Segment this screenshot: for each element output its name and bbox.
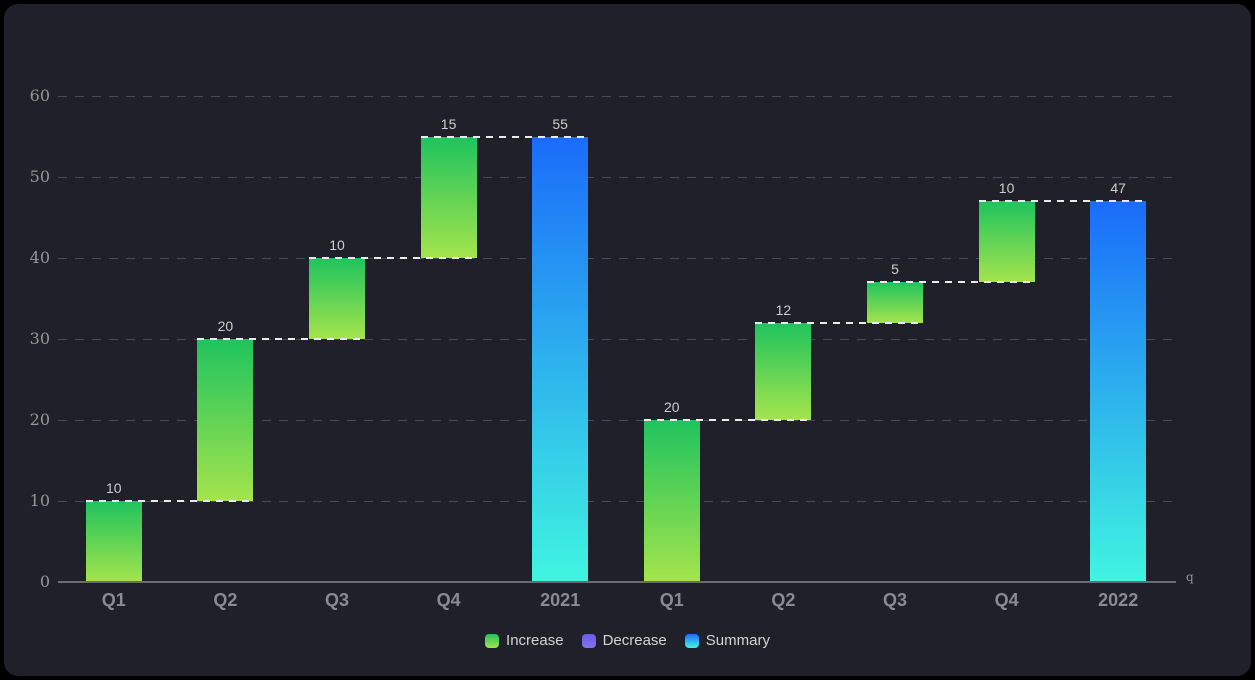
bar-q1-5[interactable] (643, 420, 700, 582)
category-label-q4-8: Q4 (994, 590, 1019, 610)
y-tick-label-50: 50 (29, 167, 50, 186)
bar-q1-0[interactable] (85, 501, 142, 582)
connector-line-7 (867, 281, 1035, 284)
value-label-q2-1: 20 (217, 318, 234, 334)
legend-item-decrease[interactable]: Decrease (581, 630, 667, 652)
bar-2021-4[interactable] (532, 136, 589, 582)
legend-label-decrease: Decrease (602, 632, 667, 649)
waterfall-chart: 10 20 10 15 55 20 12 5 10 47 q 0 10 20 30 40 50 60 Q1 Q2 Q… (4, 4, 1251, 676)
category-label-q3-2: Q3 (324, 590, 349, 610)
bar-q4-3[interactable] (420, 136, 477, 258)
value-label-q4-8: 10 (998, 180, 1015, 197)
connector-line-8 (978, 200, 1147, 203)
connector-line-0 (85, 500, 254, 502)
category-label-q2-1: Q2 (213, 590, 238, 610)
category-label-q2-6: Q2 (771, 590, 796, 610)
value-label-q3-7: 5 (891, 261, 899, 278)
bar-q3-7[interactable] (867, 282, 923, 323)
bar-q3-2[interactable] (309, 258, 365, 339)
legend-label-increase: Increase (506, 632, 564, 649)
value-label-q1-5: 20 (664, 399, 680, 415)
legend-swatch-increase-icon (485, 634, 500, 648)
connector-line-6 (755, 321, 923, 324)
value-label-q2-6: 12 (775, 301, 792, 318)
legend-item-summary[interactable]: Summary (684, 630, 770, 652)
bar-q2-1[interactable] (197, 339, 254, 501)
value-label-q3-2: 10 (329, 237, 345, 253)
connector-line-2 (309, 257, 477, 259)
legend: Increase Decrease Summary (4, 630, 1251, 652)
y-tick-label-20: 20 (29, 410, 50, 429)
category-label-q4-3: Q4 (436, 590, 461, 610)
y-tick-label-0: 0 (39, 572, 50, 591)
legend-item-increase[interactable]: Increase (485, 630, 564, 652)
grid-line-y60 (58, 96, 1178, 97)
category-label-q1-5: Q1 (659, 590, 684, 610)
bar-q4-8[interactable] (978, 201, 1035, 283)
bar-2022-9[interactable] (1090, 201, 1147, 582)
legend-swatch-decrease-icon (581, 634, 596, 648)
x-axis-line (58, 581, 1176, 583)
grid-line-y50 (58, 177, 1178, 178)
chart-panel: 10 20 10 15 55 20 12 5 10 47 q 0 10 20 30 40 50 60 Q1 Q2 Q… (4, 4, 1251, 676)
category-label-2022-9: 2022 (1098, 590, 1139, 610)
connector-line-3 (420, 135, 589, 138)
value-label-2022-9: 47 (1110, 180, 1126, 197)
category-label-q3-7: Q3 (882, 590, 907, 610)
y-tick-label-40: 40 (29, 248, 50, 267)
bar-q2-6[interactable] (755, 322, 812, 420)
x-axis-name: q (1186, 570, 1194, 584)
connector-line-5 (643, 419, 812, 421)
y-tick-label-30: 30 (29, 329, 50, 348)
value-label-2021-4: 55 (552, 115, 568, 132)
y-tick-label-60: 60 (29, 86, 50, 105)
connector-line-1 (197, 338, 365, 340)
value-label-q1-0: 10 (106, 480, 122, 496)
category-label-q1-0: Q1 (101, 590, 126, 610)
y-tick-label-10: 10 (29, 491, 50, 510)
legend-label-summary: Summary (705, 632, 770, 649)
value-label-q4-3: 15 (440, 115, 457, 132)
legend-swatch-summary-icon (684, 634, 699, 648)
category-label-2021-4: 2021 (540, 590, 581, 610)
